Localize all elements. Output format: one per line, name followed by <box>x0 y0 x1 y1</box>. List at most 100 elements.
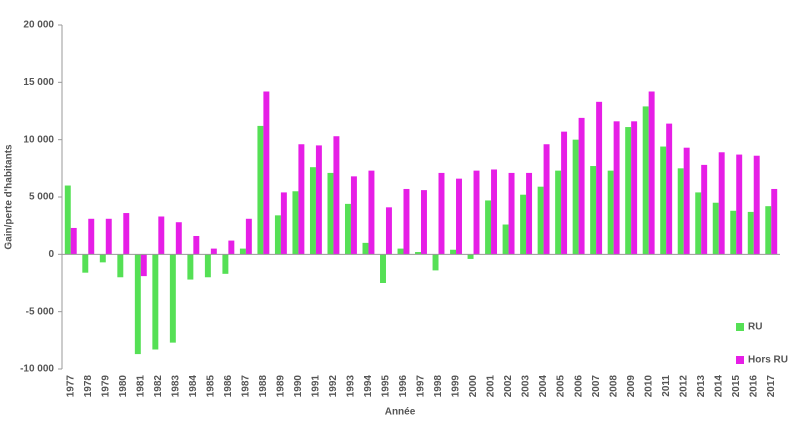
x-tick-label: 1989 <box>276 375 287 398</box>
bar <box>555 170 562 255</box>
x-tick-label: 2012 <box>678 375 689 398</box>
bar <box>280 192 287 255</box>
bar <box>239 248 246 255</box>
bar <box>140 254 147 277</box>
bar <box>485 200 492 255</box>
bar <box>309 167 316 255</box>
bar <box>263 91 270 255</box>
bar <box>228 240 235 255</box>
y-axis-title: Gain/perte d'habitants <box>4 144 15 250</box>
x-tick-label: 1993 <box>346 375 357 398</box>
bar <box>613 121 620 255</box>
bar <box>158 216 165 255</box>
bar <box>64 185 71 255</box>
bar <box>117 254 124 278</box>
bar <box>82 254 89 273</box>
x-tick-label: 2010 <box>643 375 654 398</box>
bar <box>432 254 439 271</box>
bar <box>695 192 702 255</box>
bar <box>543 144 550 255</box>
bar <box>298 144 305 255</box>
x-tick-label: 2001 <box>486 375 497 398</box>
bar <box>660 146 667 255</box>
y-tick-label: 20 000 <box>23 20 54 31</box>
x-tick-label: 1978 <box>83 375 94 398</box>
x-axis-title: Année <box>385 407 416 418</box>
bar <box>508 172 515 255</box>
bar <box>701 164 708 255</box>
bar <box>502 224 509 255</box>
bar <box>491 169 498 255</box>
bar <box>677 168 684 255</box>
bar <box>88 218 95 255</box>
x-tick-label: 1979 <box>100 375 111 398</box>
bar <box>327 172 334 255</box>
bar <box>578 117 585 255</box>
bar <box>718 152 725 255</box>
bar <box>344 203 351 255</box>
bar <box>561 131 568 255</box>
bar <box>70 227 77 255</box>
bar <box>520 194 527 255</box>
bar <box>397 248 404 255</box>
bar <box>333 136 340 255</box>
bar <box>607 170 614 255</box>
bar <box>415 252 421 255</box>
x-tick-label: 2017 <box>766 375 777 398</box>
x-tick-label: 2007 <box>591 375 602 398</box>
bar <box>631 121 638 255</box>
bar <box>736 154 743 255</box>
y-tick-label: 15 000 <box>23 77 54 88</box>
bar <box>648 91 655 255</box>
x-tick-label: 1982 <box>153 375 164 398</box>
bar <box>537 186 544 255</box>
x-tick-label: 2003 <box>521 375 532 398</box>
bar <box>245 218 252 255</box>
bar <box>473 170 480 255</box>
y-tick-label: 0 <box>48 249 54 260</box>
bar <box>187 254 194 280</box>
bar <box>385 207 392 255</box>
x-tick-label: 2016 <box>748 375 759 398</box>
bar <box>712 202 719 255</box>
legend-label: Hors RU <box>748 355 788 366</box>
legend-label: RU <box>748 322 762 333</box>
bar <box>210 248 217 255</box>
y-tick-label: -5 000 <box>26 306 55 317</box>
bar <box>292 191 299 255</box>
bar <box>315 145 322 255</box>
x-tick-label: 1997 <box>416 375 427 398</box>
x-tick-label: 1992 <box>328 375 339 398</box>
bar <box>222 254 229 274</box>
bar <box>572 139 579 255</box>
bar <box>204 254 211 278</box>
bar <box>105 218 112 255</box>
bar <box>257 125 264 255</box>
x-tick-label: 2011 <box>661 375 672 397</box>
x-tick-label: 1983 <box>170 375 181 398</box>
x-tick-label: 2013 <box>696 375 707 398</box>
bar <box>274 215 281 255</box>
bar <box>596 101 603 255</box>
x-tick-label: 1981 <box>135 375 146 398</box>
bar <box>350 176 357 255</box>
bar <box>590 166 597 255</box>
bar <box>771 188 778 255</box>
bar <box>456 178 462 255</box>
bar <box>753 155 760 255</box>
bar <box>730 210 737 255</box>
bar <box>421 190 427 255</box>
x-tick-label: 1995 <box>381 375 392 398</box>
bar <box>123 213 130 255</box>
bar <box>625 127 632 255</box>
x-tick-label: 1998 <box>433 375 444 398</box>
x-tick-label: 2005 <box>556 375 567 398</box>
bar <box>467 254 474 259</box>
bar <box>642 106 649 255</box>
legend-swatch <box>736 323 744 331</box>
y-tick-label: -10 000 <box>20 364 54 375</box>
bar <box>175 222 182 255</box>
x-tick-label: 1984 <box>188 375 199 398</box>
bar <box>152 254 159 350</box>
